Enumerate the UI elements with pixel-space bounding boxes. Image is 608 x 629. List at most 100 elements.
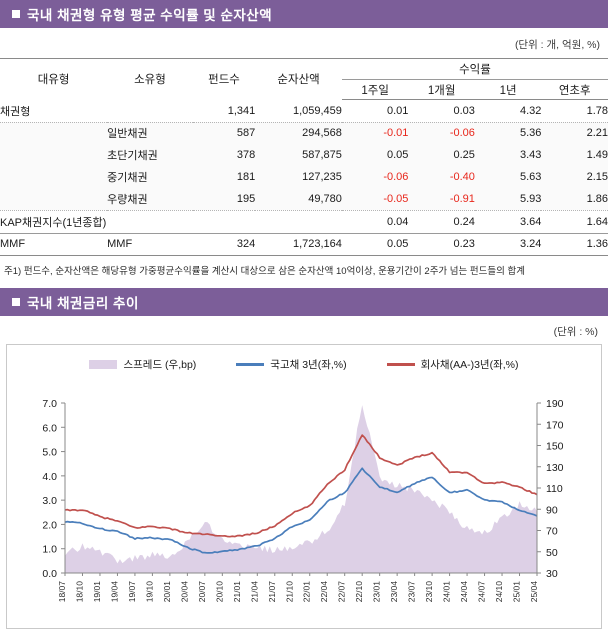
cell-rate-1w: 0.04: [386, 215, 409, 228]
legend-item-spread: 스프레드 (우,bp): [89, 357, 196, 372]
col-header-fund-count: 펀드수: [208, 74, 240, 87]
cell-fund-count: 587: [236, 127, 256, 140]
cell-fund-count: 378: [236, 149, 256, 161]
cell-nav: 294,568: [302, 127, 342, 140]
bullet-square-icon: [12, 10, 20, 18]
cell-nav: 49,780: [308, 193, 342, 205]
cell-sub-type: 초단기채권: [107, 150, 158, 162]
y-tick-label-right: 30: [546, 568, 558, 580]
col-header-rate-1w: 1주일: [341, 79, 409, 100]
cell-nav: 1,059,459: [292, 104, 342, 117]
cell-rate-1m: -0.40: [449, 171, 475, 183]
x-tick-label: 19/10: [144, 581, 154, 603]
x-tick-label: 24/01: [442, 581, 452, 603]
y-tick-label-right: 110: [546, 483, 563, 495]
cell-rate-1w: 0.01: [386, 104, 409, 117]
x-tick-label: 24/10: [494, 581, 504, 603]
table-row: KAP채권지수(1년종합) 0.04 0.24 3.64 1.64: [0, 211, 608, 233]
y-tick-label-left: 2.0: [42, 520, 57, 532]
y-tick-label-right: 90: [546, 505, 558, 517]
y-tick-label-left: 4.0: [42, 471, 57, 483]
cell-rate-1y: 3.64: [519, 215, 542, 228]
cell-rate-1m: 0.25: [453, 149, 475, 161]
section-header-fund-performance: 국내 채권형 유형 평균 수익률 및 순자산액: [0, 0, 608, 28]
y-tick-label-right: 50: [546, 547, 558, 559]
y-tick-label-left: 0.0: [42, 568, 57, 580]
x-tick-label: 19/01: [92, 581, 102, 603]
cell-fund-count: 324: [236, 238, 256, 251]
x-tick-label: 23/10: [424, 581, 434, 603]
legend-swatch-ktb3y-icon: [236, 363, 265, 367]
cell-rate-ytd: 1.49: [586, 149, 608, 161]
cell-main-type: 채권형: [0, 105, 31, 118]
cell-fund-count: 1,341: [227, 104, 256, 117]
table-separator: [0, 255, 608, 256]
cell-sub-type: 우량채권: [107, 194, 148, 206]
separator-cell: [0, 255, 608, 256]
cell-rate-1m: 0.03: [453, 104, 475, 117]
y-tick-label-right: 170: [546, 420, 564, 432]
separator-cell: [0, 121, 608, 123]
legend-swatch-corp3y-icon: [386, 363, 415, 367]
cell-fund-count: 195: [236, 193, 256, 205]
table-row: 채권형 1,341 1,059,459 0.01 0.03 4.32 1.78: [0, 100, 608, 122]
chart-plot-area: 0.0 1.0 2.0 3.0 4.0 5.0 6.0 7.0 30 50 70 90 110 130 15…: [42, 398, 564, 603]
section-header-bond-rate-trend: 국내 채권금리 추이: [0, 288, 608, 317]
cell-main-type: [0, 166, 107, 188]
x-tick-label: 20/04: [179, 581, 189, 603]
legend-swatch-spread-icon: [89, 360, 118, 370]
x-tick-label: 24/07: [477, 581, 487, 603]
legend-item-ktb3y: 국고채 3년(좌,%): [236, 357, 347, 372]
x-tick-label: 23/01: [372, 581, 382, 603]
table-separator: [0, 210, 608, 211]
x-tick-label: 18/10: [74, 581, 84, 603]
cell-nav: 1,723,164: [292, 238, 342, 251]
col-header-main-type: 대유형: [37, 74, 70, 87]
x-tick-label: 25/04: [529, 581, 539, 603]
chart-legend: 스프레드 (우,bp) 국고채 3년(좌,%) 회사채(AA-)3년(좌,%): [7, 345, 601, 372]
fund-table-footnote: 주1) 펀드수, 순자산액은 해당유형 가중평균수익률을 계산시 대상으로 삼은…: [4, 266, 526, 277]
legend-item-corp3y: 회사채(AA-)3년(좌,%): [386, 357, 519, 372]
table-row: 일반채권 587 294,568 -0.01 -0.06 5.36 2.21: [0, 122, 608, 144]
table-header-row-top: 대유형 소유형 펀드수 순자산액 수익률: [0, 58, 608, 86]
cell-rate-1w: -0.05: [383, 193, 409, 205]
col-header-nav: 순자산액: [277, 74, 320, 87]
unit-note-fund-table: (단위 : 개, 억원, %): [514, 39, 600, 51]
x-tick-label: 25/01: [512, 581, 522, 603]
cell-rate-1y: 3.24: [519, 238, 542, 251]
cell-nav: 587,875: [302, 149, 342, 161]
series-line-corp3y: [64, 434, 538, 538]
x-tick-label: 21/04: [249, 581, 259, 603]
cell-rate-1w: -0.06: [383, 171, 409, 183]
y-tick-label-right: 130: [546, 462, 564, 474]
fund-table-body: 채권형 1,341 1,059,459 0.01 0.03 4.32 1.78 일반채권 587…: [0, 100, 608, 256]
cell-rate-ytd: 2.21: [586, 127, 608, 140]
cell-rate-1y: 3.43: [519, 149, 542, 161]
cell-rate-ytd: 1.36: [586, 238, 608, 251]
table-separator: [0, 232, 608, 234]
y-tick-label-left: 3.0: [42, 495, 57, 507]
legend-label-corp3y: 회사채(AA-)3년(좌,%): [420, 359, 519, 372]
cell-nav: [255, 211, 342, 233]
cell-rate-1y: 5.63: [519, 171, 542, 183]
x-tick-label: 20/07: [197, 581, 207, 603]
section-title-fund-performance: 국내 채권형 유형 평균 수익률 및 순자산액: [27, 8, 273, 23]
x-tick-label: 22/01: [302, 581, 312, 603]
x-tick-label: 24/04: [459, 581, 469, 603]
x-tick-label: 21/07: [267, 581, 277, 603]
series-line-ktb3y: [64, 467, 538, 555]
col-header-sub-type: 소유형: [134, 74, 166, 87]
fund-performance-table: 대유형 소유형 펀드수 순자산액 수익률 1주일 1개월 1년 연초후 채권형 1…: [0, 58, 608, 256]
x-tick-label: 21/01: [232, 581, 242, 603]
cell-rate-1m: -0.06: [449, 127, 475, 140]
x-tick-label: 19/04: [109, 581, 119, 603]
cell-rate-ytd: 2.15: [586, 171, 608, 183]
x-tick-label: 22/04: [319, 581, 329, 603]
x-tick-label: 21/10: [284, 581, 294, 603]
cell-rate-1w: -0.01: [383, 127, 409, 140]
col-header-rate-ytd: 연초후: [541, 79, 608, 100]
table-row: 중기채권 181 127,235 -0.06 -0.40 5.63 2.15: [0, 166, 608, 188]
y-tick-label-left: 5.0: [42, 447, 57, 459]
cell-rate-1m: 0.23: [453, 238, 475, 251]
legend-label-spread: 스프레드 (우,bp): [123, 359, 197, 372]
